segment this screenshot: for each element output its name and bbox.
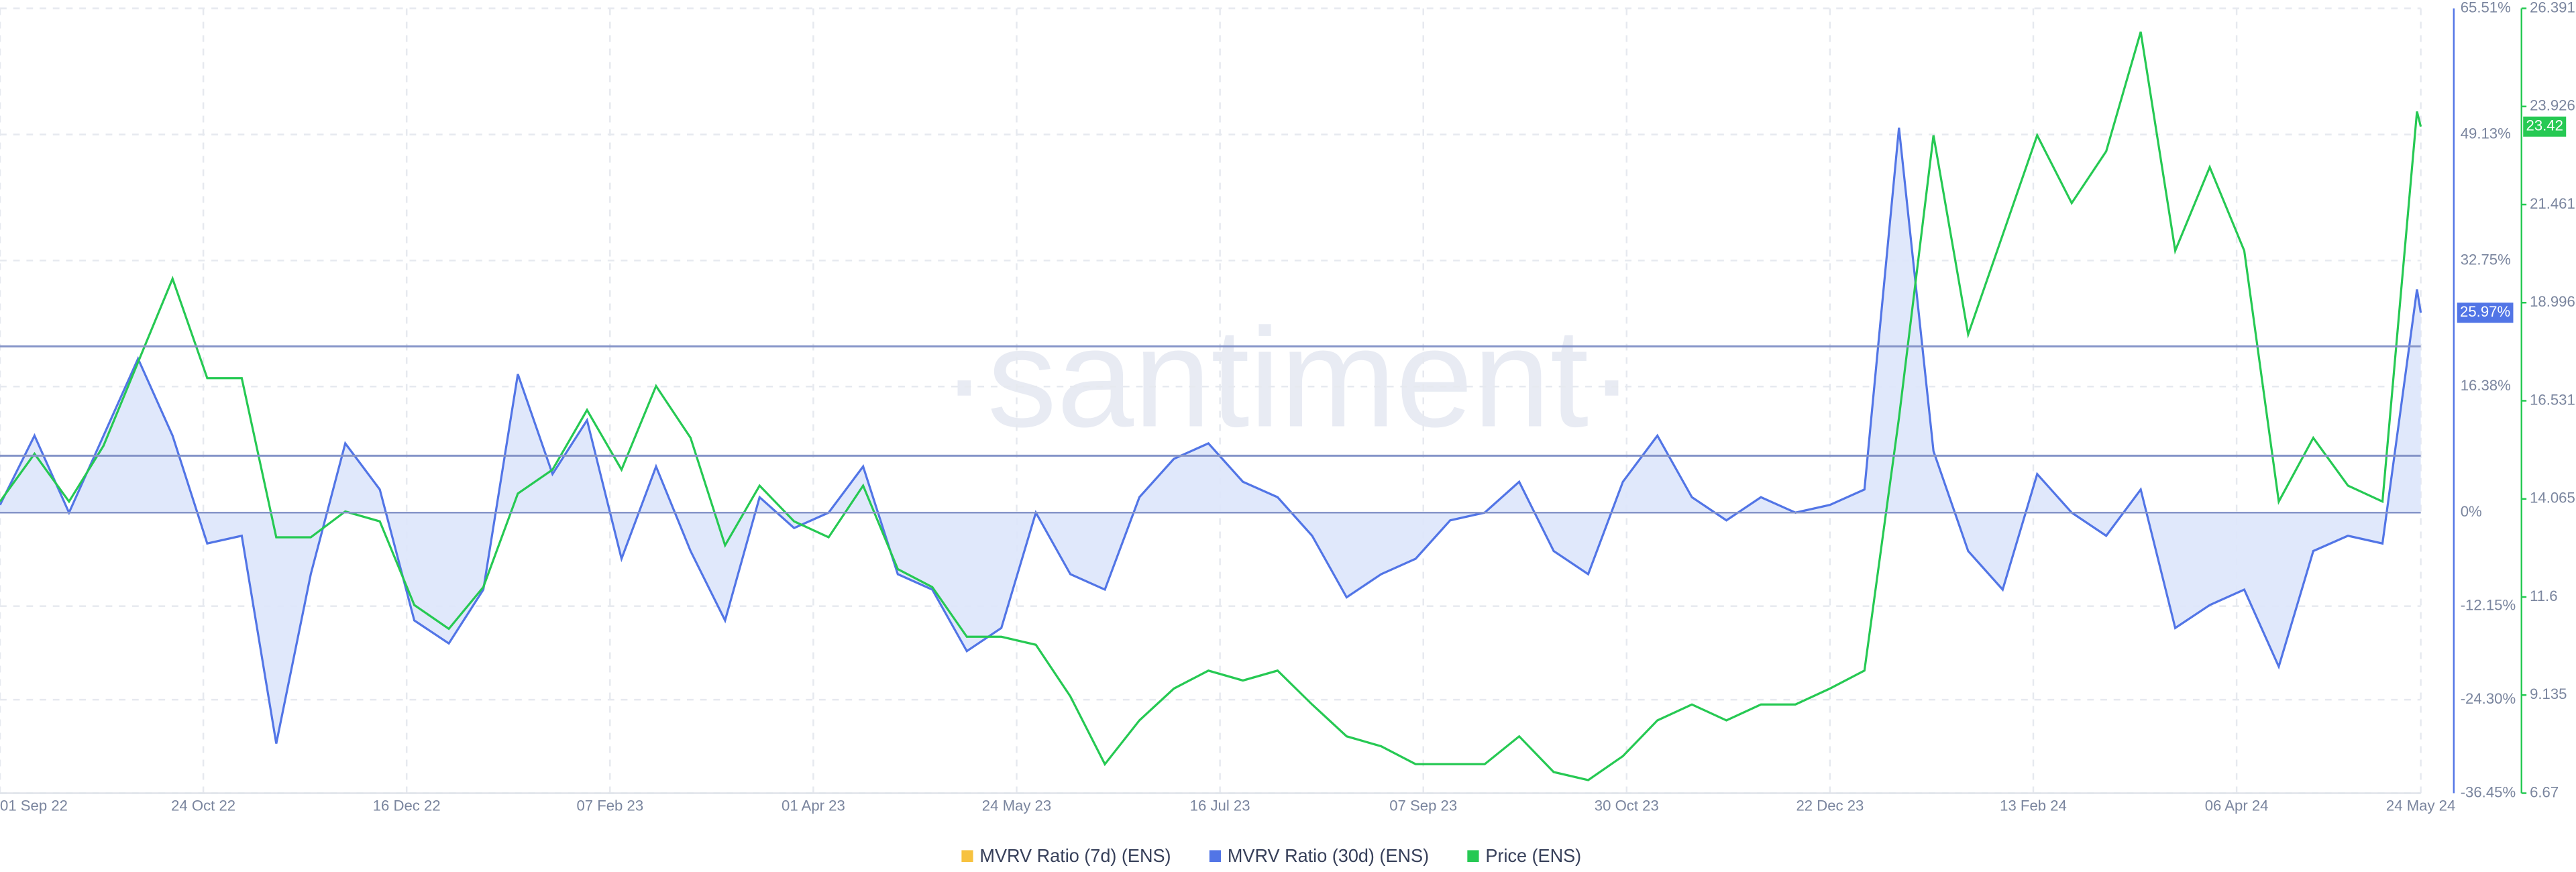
y2-tick-label: 26.391 <box>2530 0 2575 15</box>
line <box>0 127 2422 744</box>
x-tick-label: 22 Dec 23 <box>1796 797 1864 814</box>
legend-swatch <box>961 850 973 862</box>
y-tick-label: 49.13% <box>2461 125 2511 142</box>
legend-label: MVRV Ratio (7d) (ENS) <box>979 845 1171 866</box>
y2-tick-label: 9.135 <box>2530 686 2567 702</box>
x-tick-label: 01 Apr 23 <box>782 797 845 814</box>
y-tick-label: -24.30% <box>2461 690 2516 707</box>
current-label: 25.97% <box>2460 303 2510 320</box>
current-badge <box>2457 303 2514 323</box>
y2-tick-label: 16.531 <box>2530 391 2575 408</box>
y-tick-label: -36.45% <box>2461 783 2516 800</box>
watermark: ·santiment· <box>941 299 1635 457</box>
legend-swatch <box>1209 850 1222 862</box>
x-tick-label: 24 Oct 22 <box>171 797 235 814</box>
x-tick-label: 30 Oct 23 <box>1595 797 1659 814</box>
x-tick-label: 07 Feb 23 <box>576 797 643 814</box>
y-tick-label: 0% <box>2461 503 2482 520</box>
current-label: 23.42 <box>2526 117 2563 134</box>
y-tick-label: 32.75% <box>2461 251 2511 268</box>
line <box>0 32 2422 781</box>
current-badge <box>2523 116 2567 137</box>
x-tick-label: 16 Dec 22 <box>373 797 441 814</box>
y2-tick-label: 21.461 <box>2530 195 2575 212</box>
legend-label: MVRV Ratio (30d) (ENS) <box>1228 845 1429 866</box>
x-tick-label: 01 Sep 22 <box>0 797 68 814</box>
y2-tick-label: 6.67 <box>2530 783 2559 800</box>
x-tick-label: 24 May 23 <box>982 797 1051 814</box>
y-tick-label: 65.51% <box>2461 0 2511 15</box>
y-tick-label: -12.15% <box>2461 596 2516 613</box>
legend-swatch <box>1467 850 1479 862</box>
y-tick-label: 16.38% <box>2461 377 2511 394</box>
x-tick-label: 16 Jul 23 <box>1190 797 1250 814</box>
y2-tick-label: 18.996 <box>2530 293 2575 310</box>
y2-tick-label: 11.6 <box>2530 588 2557 604</box>
y2-tick-label: 23.926 <box>2530 97 2575 114</box>
x-tick-label: 13 Feb 24 <box>2000 797 2067 814</box>
legend-label: Price (ENS) <box>1485 845 1581 866</box>
x-tick-label: 06 Apr 24 <box>2205 797 2269 814</box>
x-tick-label: 07 Sep 23 <box>1389 797 1457 814</box>
x-tick-label: 24 May 24 <box>2386 797 2455 814</box>
y2-tick-label: 14.065 <box>2530 490 2575 506</box>
